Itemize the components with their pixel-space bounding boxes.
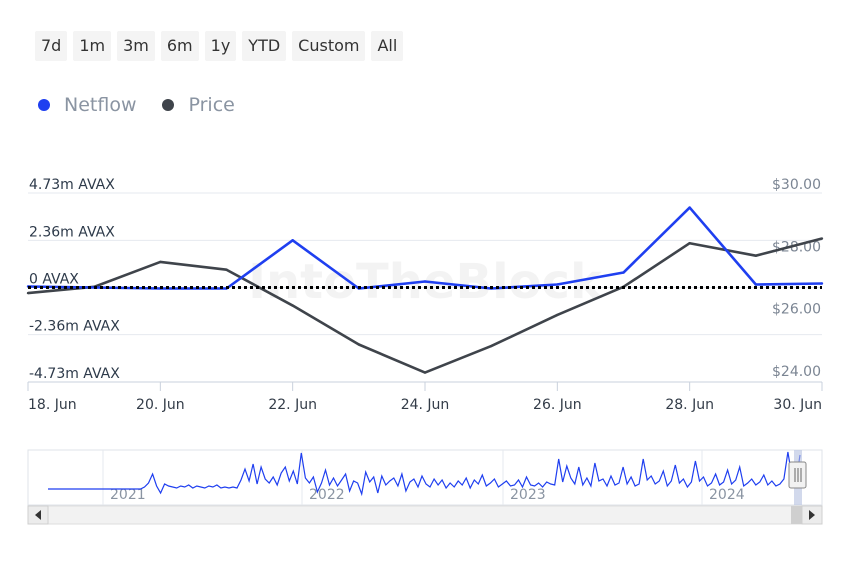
- y-axis-right: $30.00 $28.00 $26.00 $24.00: [772, 177, 821, 380]
- y-left-tick-label: -2.36m AVAX: [29, 319, 120, 335]
- range-3m-button[interactable]: 3m: [117, 31, 155, 61]
- range-1y-button[interactable]: 1y: [204, 31, 237, 61]
- navigator-year-label: 2022: [309, 487, 345, 503]
- arrow-right-icon: [809, 510, 815, 520]
- range-custom-button[interactable]: Custom: [292, 31, 366, 61]
- price-point: [688, 242, 691, 245]
- range-ytd-button[interactable]: YTD: [242, 31, 287, 61]
- price-point: [556, 313, 559, 317]
- x-tick-label: 18. Jun: [28, 397, 77, 413]
- price-point: [357, 343, 361, 346]
- legend-dot-netflow: [38, 99, 50, 111]
- y-right-tick-label: $30.00: [772, 177, 821, 193]
- navigator-year-label: 2023: [510, 487, 546, 503]
- x-tick-label: 24. Jun: [401, 397, 450, 413]
- price-point: [820, 237, 824, 240]
- x-tick-label: 28. Jun: [665, 397, 714, 413]
- legend-dot-price: [162, 99, 175, 111]
- navigator-year-grid: 2021 2022 2023 2024: [102, 450, 745, 505]
- netflow-point: [688, 206, 691, 209]
- netflow-point: [556, 283, 559, 286]
- price-point: [159, 260, 162, 264]
- y-left-tick-label: 2.36m AVAX: [29, 224, 115, 240]
- legend-label-price: Price: [188, 94, 235, 116]
- price-point: [26, 291, 30, 295]
- range-1m-button[interactable]: 1m: [73, 31, 112, 61]
- y-right-tick-label: $28.00: [772, 239, 821, 255]
- arrow-left-icon: [35, 510, 41, 520]
- navigator-year-label: 2024: [709, 487, 745, 503]
- navigator-frame: [27, 449, 823, 506]
- price-point: [291, 304, 294, 307]
- navigator-year-label: 2021: [110, 487, 146, 503]
- price-point: [754, 254, 758, 257]
- range-6m-button[interactable]: 6m: [160, 31, 199, 61]
- navigator-scrollbar[interactable]: [27, 505, 823, 525]
- range-all-button[interactable]: All: [371, 31, 404, 61]
- navigator[interactable]: 2021 2022 2023 2024: [27, 449, 823, 506]
- range-7d-button[interactable]: 7d: [35, 31, 68, 61]
- legend-item-price[interactable]: Price: [162, 94, 235, 116]
- x-tick-label: 22. Jun: [268, 397, 317, 413]
- price-point: [423, 371, 427, 374]
- netflow-point: [423, 280, 427, 283]
- y-right-tick-label: $26.00: [772, 302, 821, 318]
- scrollbar-track[interactable]: [27, 505, 823, 525]
- netflow-point: [820, 282, 824, 285]
- x-tick-label: 30. Jun: [773, 397, 822, 413]
- netflow-point: [291, 239, 294, 242]
- chart-legend: Netflow Price: [38, 94, 235, 116]
- scrollbar-thumb[interactable]: [791, 506, 802, 524]
- y-left-tick-label: 0 AVAX: [29, 272, 79, 288]
- x-tick-label: 20. Jun: [136, 397, 185, 413]
- time-range-selector: 7d 1m 3m 6m 1y YTD Custom All: [35, 31, 404, 61]
- y-axis-left: 4.73m AVAX 2.36m AVAX 0 AVAX -2.36m AVAX -4.…: [29, 177, 120, 382]
- netflow-point: [622, 271, 625, 274]
- x-tick-label: 26. Jun: [533, 397, 582, 413]
- navigator-series-line: [48, 451, 801, 497]
- x-axis: 18. Jun 20. Jun 22. Jun 24. Jun 26. Jun 28. J…: [27, 382, 823, 413]
- price-point: [489, 344, 493, 348]
- price-point: [225, 268, 228, 271]
- legend-item-netflow[interactable]: Netflow: [38, 94, 136, 116]
- netflow-point: [754, 283, 758, 286]
- legend-label-netflow: Netflow: [64, 94, 137, 116]
- y-left-tick-label: -4.73m AVAX: [29, 366, 120, 382]
- y-right-tick-label: $24.00: [772, 364, 821, 380]
- y-left-tick-label: 4.73m AVAX: [29, 177, 115, 193]
